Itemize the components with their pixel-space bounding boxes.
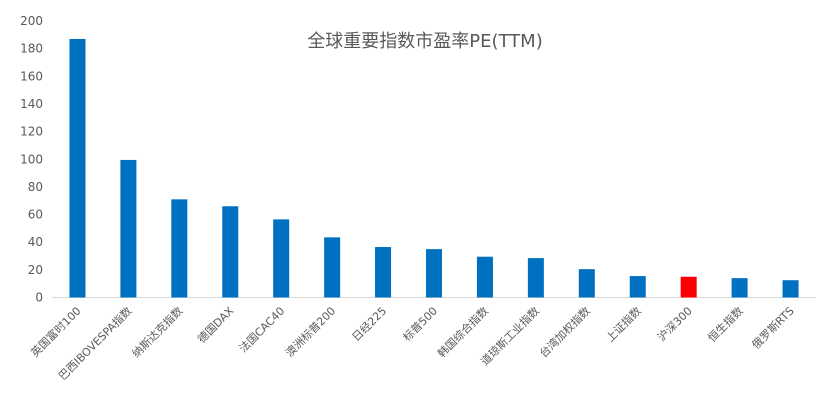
y-tick-label: 80 <box>28 180 43 194</box>
bar-10 <box>578 269 595 298</box>
y-tick-label: 100 <box>20 152 43 166</box>
y-axis: 0 20 40 60 80 100 120 140 160 180 200 <box>20 14 43 305</box>
bar-5 <box>324 237 341 298</box>
y-tick-label: 0 <box>35 291 43 305</box>
bar-13 <box>731 278 748 298</box>
y-tick-label: 40 <box>28 235 43 249</box>
bar-7 <box>426 249 442 298</box>
y-tick-label: 20 <box>28 263 43 277</box>
bars <box>69 38 799 298</box>
x-tick-label: 纳斯达克指数 <box>129 304 186 361</box>
chart-title: 全球重要指数市盈率PE(TTM) <box>307 31 542 52</box>
x-tick-label: 沪深300 <box>654 304 694 344</box>
bar-0 <box>69 38 86 298</box>
x-tick-label: 台湾加权指数 <box>536 304 593 361</box>
bar-11 <box>629 276 646 298</box>
bar-12 <box>680 276 697 298</box>
bar-2 <box>171 199 188 298</box>
x-tick-label: 韩国综合指数 <box>434 304 491 361</box>
bar-4 <box>273 219 290 298</box>
bar-3 <box>222 206 239 298</box>
x-tick-label: 德国DAX <box>194 303 236 345</box>
x-tick-label: 英国富时100 <box>28 304 84 360</box>
bar-9 <box>527 258 544 298</box>
bar-1 <box>120 159 137 298</box>
x-tick-label: 澳洲标普200 <box>282 304 338 360</box>
y-tick-label: 180 <box>20 42 43 56</box>
y-tick-label: 140 <box>20 97 43 111</box>
x-tick-label: 日经225 <box>350 304 390 344</box>
x-tick-label: 上证指数 <box>603 304 644 345</box>
y-tick-label: 200 <box>20 14 43 28</box>
x-tick-label: 恒生指数 <box>705 304 746 345</box>
y-tick-label: 60 <box>28 208 43 222</box>
y-tick-label: 120 <box>20 125 43 139</box>
x-tick-label: 法国CAC40 <box>236 304 287 355</box>
x-tick-label: 俄罗斯RTS <box>750 304 797 351</box>
bar-8 <box>476 256 493 298</box>
y-tick-label: 160 <box>20 69 43 83</box>
bar-14 <box>782 280 799 298</box>
x-tick-label: 标普500 <box>400 304 440 344</box>
bar-6 <box>375 247 392 298</box>
